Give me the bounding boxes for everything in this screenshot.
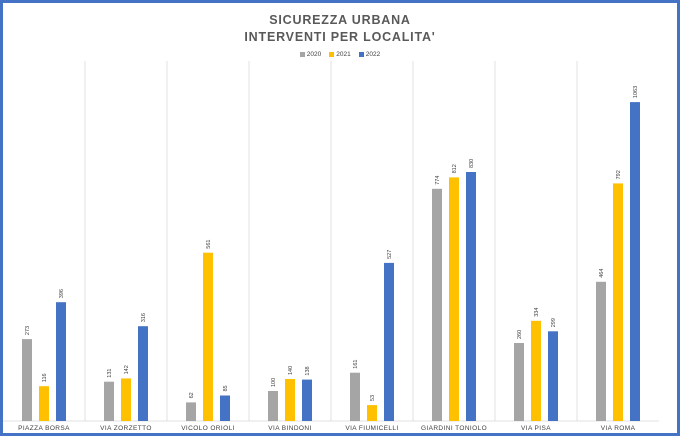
bar-vicolo-orioli-2021: [203, 252, 213, 421]
category-label-via-roma: VIA ROMA: [601, 425, 636, 432]
legend-label-2021: 2021: [336, 51, 351, 58]
legend-item-2022: 2022: [358, 51, 381, 58]
bar-via-pisa-2022: [548, 331, 558, 421]
bar-vicolo-orioli-2022: [220, 395, 230, 421]
category-label-via-fiumicelli: VIA FIUMICELLI: [345, 425, 398, 432]
bar-via-roma-2020: [596, 281, 606, 421]
legend: 2020 2021 2022: [3, 51, 677, 58]
bar-via-bindoni-2020: [268, 391, 278, 421]
data-label-piazza-borsa-2021: 116: [42, 373, 48, 382]
bar-piazza-borsa-2022: [56, 302, 66, 421]
data-label-via-fiumicelli-2021: 53: [370, 395, 376, 401]
category-label-vicolo-orioli: VICOLO ORIOLI: [181, 425, 235, 432]
data-label-giardini-toniolo-2020: 774: [435, 176, 441, 185]
bar-via-fiumicelli-2022: [384, 262, 394, 421]
data-label-giardini-toniolo-2021: 812: [452, 164, 458, 173]
bar-via-fiumicelli-2021: [367, 405, 377, 421]
data-label-giardini-toniolo-2022: 830: [469, 159, 475, 168]
data-label-via-zorzetto-2021: 142: [124, 365, 130, 374]
bar-via-bindoni-2022: [302, 379, 312, 421]
bar-piazza-borsa-2020: [22, 339, 32, 421]
chart-title: SICUREZZA URBANA: [269, 13, 411, 27]
data-label-vicolo-orioli-2022: 85: [223, 385, 229, 391]
bar-via-pisa-2021: [531, 320, 541, 421]
bar-via-fiumicelli-2020: [350, 372, 360, 421]
data-label-piazza-borsa-2022: 396: [59, 289, 65, 298]
bar-giardini-toniolo-2020: [432, 188, 442, 421]
bar-giardini-toniolo-2022: [466, 172, 476, 421]
legend-item-2020: 2020: [299, 51, 322, 58]
data-label-via-roma-2021: 792: [616, 170, 622, 179]
data-label-vicolo-orioli-2021: 561: [206, 240, 212, 249]
bar-via-pisa-2020: [514, 343, 524, 421]
legend-item-2021: 2021: [329, 51, 351, 58]
data-label-via-fiumicelli-2020: 161: [353, 360, 359, 369]
data-label-via-fiumicelli-2022: 527: [387, 250, 393, 259]
bar-vicolo-orioli-2020: [186, 402, 196, 421]
data-label-via-bindoni-2020: 100: [271, 378, 277, 387]
data-label-via-zorzetto-2020: 131: [107, 369, 113, 378]
data-label-via-pisa-2020: 260: [517, 330, 523, 339]
data-label-via-bindoni-2021: 140: [288, 366, 294, 375]
category-label-via-bindoni: VIA BINDONI: [268, 425, 311, 432]
category-label-via-zorzetto: VIA ZORZETTO: [100, 425, 152, 432]
data-label-via-roma-2022: 1063: [633, 86, 639, 98]
legend-swatch-2022: [358, 52, 364, 57]
data-label-via-pisa-2022: 299: [551, 318, 557, 327]
category-label-via-pisa: VIA PISA: [521, 425, 551, 432]
data-label-vicolo-orioli-2020: 62: [189, 392, 195, 398]
data-label-via-roma-2020: 464: [599, 269, 605, 278]
bar-via-zorzetto-2021: [121, 378, 131, 421]
chart-title-block: SICUREZZA URBANA INTERVENTI PER LOCALITA…: [3, 12, 677, 46]
legend-swatch-2020: [299, 52, 305, 57]
data-label-via-pisa-2021: 334: [534, 308, 540, 317]
legend-swatch-2021: [329, 52, 335, 57]
legend-label-2020: 2020: [306, 51, 322, 58]
bar-piazza-borsa-2021: [39, 386, 49, 421]
data-label-piazza-borsa-2020: 273: [25, 326, 31, 335]
category-label-giardini-toniolo: GIARDINI TONIOLO: [421, 425, 487, 432]
bar-giardini-toniolo-2021: [449, 177, 459, 421]
data-label-via-zorzetto-2022: 316: [141, 313, 147, 322]
bar-via-zorzetto-2022: [138, 326, 148, 421]
bar-via-bindoni-2021: [285, 379, 295, 421]
data-label-via-bindoni-2022: 138: [305, 366, 311, 375]
legend-label-2022: 2022: [365, 51, 381, 58]
bar-via-zorzetto-2020: [104, 381, 114, 421]
bar-via-roma-2021: [613, 183, 623, 421]
category-label-piazza-borsa: PIAZZA BORSA: [18, 425, 70, 432]
chart-subtitle: INTERVENTI PER LOCALITA': [244, 30, 436, 44]
bar-via-roma-2022: [630, 102, 640, 421]
